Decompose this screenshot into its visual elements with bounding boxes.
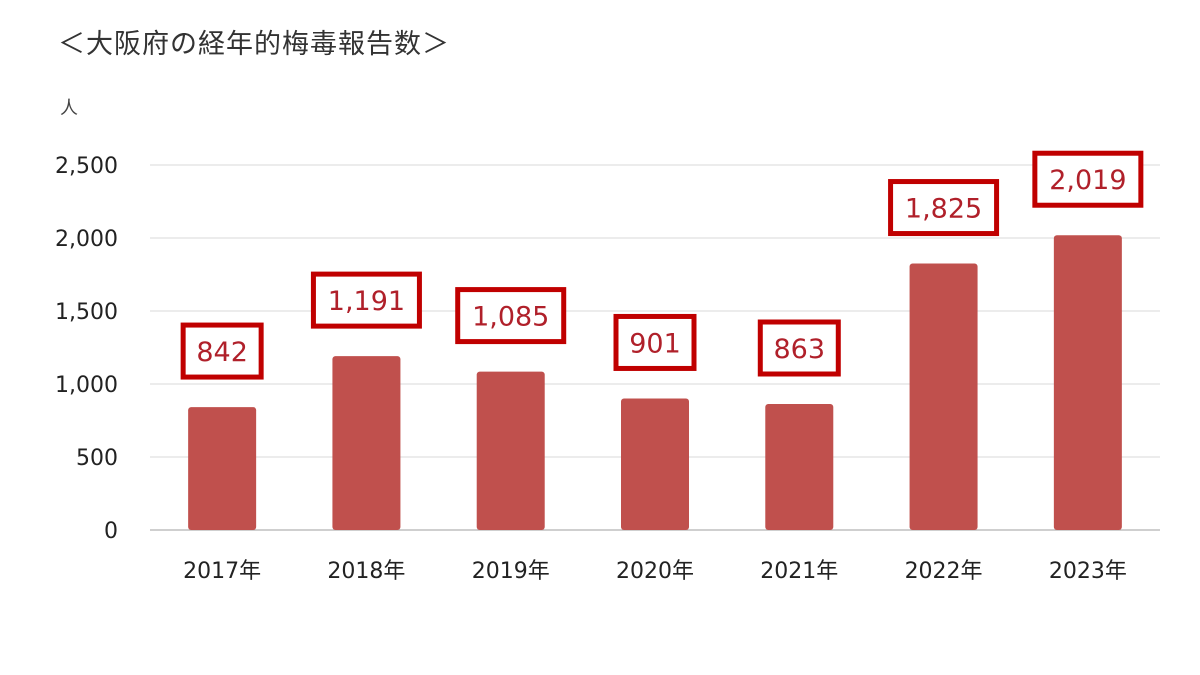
y-tick-label: 2,000 <box>55 227 118 252</box>
data-label-box <box>888 179 1000 237</box>
data-label: 863 <box>774 334 826 365</box>
bar <box>765 404 834 530</box>
bar <box>332 356 401 530</box>
chart-title: ＜大阪府の経年的梅毒報告数＞ <box>58 29 450 60</box>
bars <box>188 235 1122 530</box>
data-label-box <box>757 319 841 377</box>
x-tick-label: 2018年 <box>327 559 405 584</box>
bar <box>621 398 689 530</box>
data-label-box <box>310 271 422 329</box>
y-tick-label: 1,000 <box>55 373 118 398</box>
x-tick-label: 2020年 <box>616 559 694 584</box>
y-axis: 人 0 500 1,000 1,500 2,000 2,500 <box>55 98 118 544</box>
bar <box>909 263 978 530</box>
bar <box>476 371 545 530</box>
data-label-box <box>1032 150 1144 208</box>
x-tick-label: 2022年 <box>905 559 983 584</box>
x-tick-label: 2019年 <box>472 559 550 584</box>
data-label-box <box>455 287 567 345</box>
y-tick-label: 1,500 <box>55 300 118 325</box>
x-axis: 2017年 2018年 2019年 2020年 2021年 2022年 2023年 <box>183 559 1127 584</box>
x-tick-label: 2023年 <box>1049 559 1127 584</box>
data-label: 842 <box>196 337 248 368</box>
data-label: 1,191 <box>328 286 405 317</box>
data-label: 1,085 <box>472 302 549 333</box>
x-tick-label: 2021年 <box>760 559 838 584</box>
data-label: 2,019 <box>1049 165 1126 196</box>
y-tick-label: 0 <box>104 519 118 544</box>
x-tick-label: 2017年 <box>183 559 261 584</box>
y-tick-label: 2,500 <box>55 154 118 179</box>
data-label-box <box>180 322 264 380</box>
data-label-box <box>613 313 697 371</box>
y-tick-label: 500 <box>76 446 118 471</box>
data-labels: 842 1,191 1,085 901 863 1,825 2,019 <box>180 150 1144 380</box>
data-label: 901 <box>629 328 681 359</box>
bar <box>188 407 257 530</box>
y-unit-label: 人 <box>60 98 78 119</box>
data-label: 1,825 <box>905 194 982 225</box>
bar <box>1053 235 1122 530</box>
